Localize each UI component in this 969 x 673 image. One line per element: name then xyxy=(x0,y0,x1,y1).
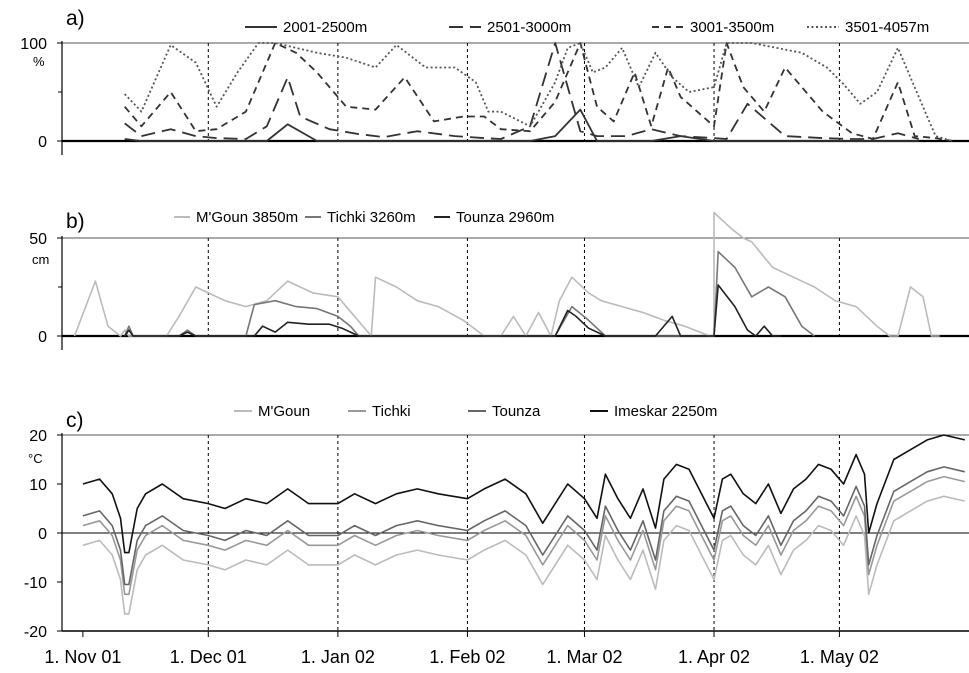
panel-c-legend: M'Goun Tichki Tounza Imeskar 2250m xyxy=(234,403,717,420)
panel-a-legend: 2001-2500m 2501-3000m 3001-3500m 3501-4057m xyxy=(245,19,929,36)
panel-c-axis: -20 -10 0 10 20 xyxy=(24,428,63,641)
legend-label-2: Tounza 2960m xyxy=(456,209,554,226)
series-line-tichki-3260m xyxy=(123,250,815,337)
panel-b-legend: M'Goun 3850m Tichki 3260m Tounza 2960m xyxy=(174,209,554,226)
y-tick-label-50: 50 xyxy=(29,231,47,248)
panel-c-series xyxy=(82,434,965,615)
x-tick-label-4: 1. Mar 02 xyxy=(546,647,622,667)
legend-label-2: Tounza xyxy=(492,403,541,420)
y-tick-label-100: 100 xyxy=(20,36,47,53)
panel-c-label: c) xyxy=(66,409,84,432)
series-line-m-goun-3850m xyxy=(73,211,940,337)
x-tick-label-2: 1. Jan 02 xyxy=(301,647,375,667)
panel-a-month-lines xyxy=(207,43,840,141)
panel-a-series xyxy=(124,42,953,142)
panel-b-label: b) xyxy=(66,210,85,233)
series-line-3501-4057m xyxy=(124,42,953,142)
panel-a-grid xyxy=(62,42,969,143)
y-tick-label--20: -20 xyxy=(24,624,47,641)
panel-b-grid xyxy=(62,237,969,338)
series-line-2001-2500m xyxy=(124,108,919,142)
panel-b-series xyxy=(73,211,940,337)
legend-label-0: M'Goun xyxy=(258,403,310,420)
y-tick-label-0: 0 xyxy=(38,329,47,346)
x-tick-label-1: 1. Dec 01 xyxy=(170,647,247,667)
panel-b: 0 50 M'Goun 3850m Tichki 3260m Tounza 2960m… xyxy=(29,209,969,350)
panel-b-month-lines xyxy=(207,238,840,336)
x-tick-label-6: 1. May 02 xyxy=(800,647,879,667)
y-tick-label-0: 0 xyxy=(38,134,47,151)
x-axis-date-labels: 1. Nov 01 1. Dec 01 1. Jan 02 1. Feb 02 1. M… xyxy=(44,631,879,667)
x-tick-label-5: 1. Apr 02 xyxy=(678,647,750,667)
series-line-tichki xyxy=(82,475,965,596)
x-tick-label-0: 1. Nov 01 xyxy=(44,647,121,667)
y-tick-label-20: 20 xyxy=(29,428,47,445)
series-line-tounza xyxy=(82,466,965,586)
panel-c-grid xyxy=(62,434,969,632)
legend-label-3: Imeskar 2250m xyxy=(614,403,717,420)
panel-a-axis: 0 100 xyxy=(20,36,63,155)
series-line-3001-3500m xyxy=(124,42,953,142)
legend-label-3: 3501-4057m xyxy=(845,19,929,36)
legend-label-1: 2501-3000m xyxy=(487,19,571,36)
series-line-m-goun xyxy=(82,495,965,615)
panel-c: -20 -10 0 10 20 M'Goun Tichki Tounza Imeskar 22… xyxy=(24,403,969,667)
series-line-tounza-2960m xyxy=(124,284,781,337)
x-tick-label-3: 1. Feb 02 xyxy=(429,647,505,667)
panel-a: 0 100 2001-2500m 2501-3000m 3001-3500m 3501-… xyxy=(20,7,969,155)
legend-label-0: M'Goun 3850m xyxy=(196,209,298,226)
y-tick-label-0: 0 xyxy=(38,526,47,543)
y-tick-label--10: -10 xyxy=(24,575,47,592)
y-tick-label-10: 10 xyxy=(29,477,47,494)
legend-label-0: 2001-2500m xyxy=(283,19,367,36)
panel-c-unit: °C xyxy=(28,451,43,466)
series-line-2501-3000m xyxy=(124,42,920,140)
panel-b-unit: cm xyxy=(32,252,49,267)
panel-a-unit: % xyxy=(33,54,45,69)
panel-c-month-lines xyxy=(207,435,840,631)
legend-label-1: Tichki xyxy=(372,403,411,420)
series-line-imeskar-2250m xyxy=(82,434,965,554)
panel-b-axis: 0 50 xyxy=(29,231,63,350)
panel-a-label: a) xyxy=(66,7,85,30)
legend-label-2: 3001-3500m xyxy=(690,19,774,36)
legend-label-1: Tichki 3260m xyxy=(327,209,416,226)
